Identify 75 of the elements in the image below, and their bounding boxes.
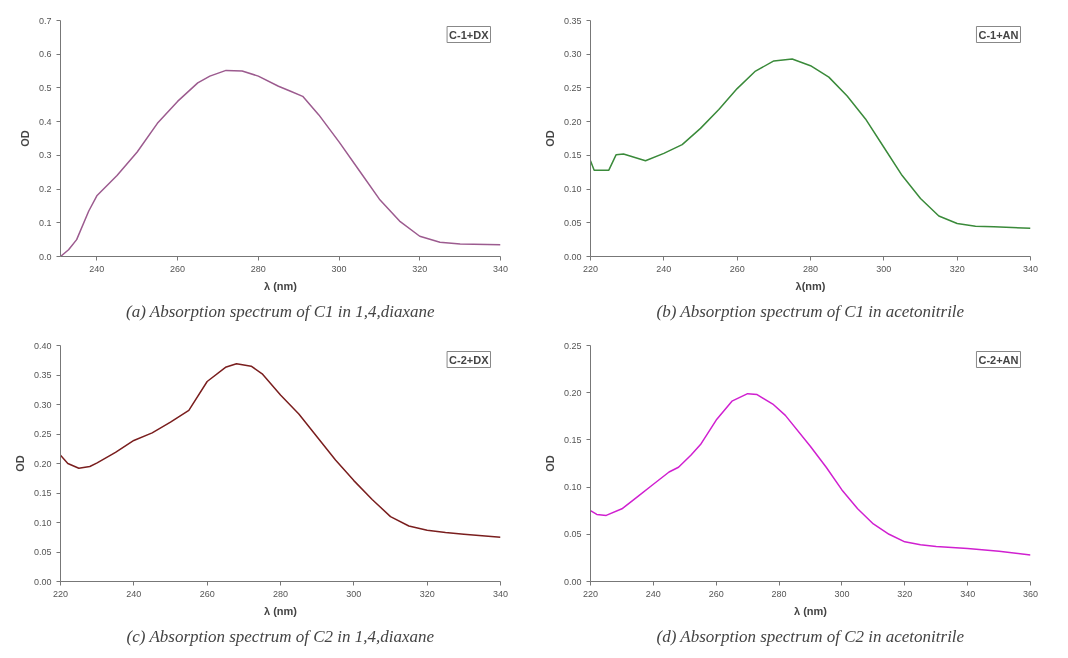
y-tick-label: 0.15 bbox=[563, 434, 582, 445]
annotation: C-2+AN bbox=[978, 353, 1019, 366]
y-tick-label: 0.1 bbox=[38, 217, 52, 228]
x-tick-label: 220 bbox=[582, 588, 599, 599]
y-tick-label: 0.00 bbox=[563, 576, 582, 587]
y-tick-label: 0.3 bbox=[38, 150, 52, 161]
y-tick-label: 0.25 bbox=[33, 429, 52, 439]
y-tick-label: 0.20 bbox=[33, 458, 52, 469]
y-tick-label: 0.05 bbox=[563, 217, 582, 228]
y-tick-label: 0.15 bbox=[563, 150, 582, 161]
annotation: C-1+AN bbox=[978, 28, 1019, 41]
y-tick-label: 0.7 bbox=[38, 15, 52, 26]
annotation: C-2+DX bbox=[449, 353, 490, 366]
text: (c) Absorption spectrum of C2 in 1,4,diaxane bbox=[126, 626, 435, 646]
x-tick-label: 320 bbox=[419, 588, 435, 599]
x-tick-label: 340 bbox=[492, 588, 509, 599]
y-axis-title: OD bbox=[18, 130, 31, 147]
y-tick-label: 0.20 bbox=[563, 387, 582, 398]
x-tick-label: 240 bbox=[89, 263, 105, 274]
y-axis-title: OD bbox=[13, 455, 26, 472]
y-tick-label: 0.10 bbox=[33, 517, 52, 528]
y-tick-label: 0.30 bbox=[563, 49, 582, 60]
x-tick-label: 240 bbox=[126, 588, 142, 599]
y-tick-label: 0.30 bbox=[33, 399, 52, 410]
x-tick-label: 240 bbox=[645, 588, 661, 599]
x-tick-label: 340 bbox=[1022, 263, 1039, 274]
x-tick-label: 300 bbox=[331, 263, 347, 274]
y-tick-label: 0.10 bbox=[563, 184, 582, 195]
x-tick-label: 280 bbox=[802, 263, 819, 274]
x-tick-label: 280 bbox=[272, 588, 289, 599]
x-tick-label: 260 bbox=[170, 263, 186, 274]
y-tick-label: 0.0 bbox=[38, 251, 52, 262]
x-tick-label: 300 bbox=[834, 588, 850, 599]
x-tick-label: 260 bbox=[199, 588, 215, 599]
x-axis-title: λ (nm) bbox=[794, 604, 828, 617]
y-tick-label: 0.6 bbox=[38, 49, 52, 60]
x-tick-label: 300 bbox=[346, 588, 362, 599]
y-tick-label: 0.25 bbox=[563, 82, 582, 93]
y-tick-label: 0.20 bbox=[563, 116, 582, 127]
y-tick-label: 0.35 bbox=[33, 370, 52, 380]
x-tick-label: 260 bbox=[708, 588, 724, 599]
y-tick-label: 0.05 bbox=[33, 547, 52, 557]
y-axis-title: OD bbox=[543, 130, 556, 147]
x-tick-label: 220 bbox=[582, 263, 599, 274]
x-tick-label: 240 bbox=[656, 263, 672, 274]
y-tick-label: 0.5 bbox=[38, 82, 52, 93]
y-tick-label: 0.4 bbox=[38, 116, 52, 127]
x-axis-title: λ (nm) bbox=[264, 279, 298, 292]
annotation: C-1+DX bbox=[449, 28, 490, 41]
y-tick-label: 0.35 bbox=[563, 15, 582, 26]
text: (b) Absorption spectrum of C1 in acetonitrile bbox=[656, 301, 965, 321]
y-tick-label: 0.2 bbox=[38, 184, 52, 195]
y-tick-label: 0.00 bbox=[33, 576, 52, 587]
x-tick-label: 320 bbox=[897, 588, 913, 599]
text: (d) Absorption spectrum of C2 in acetonitrile bbox=[656, 626, 965, 646]
y-tick-label: 0.05 bbox=[563, 529, 582, 540]
y-axis-title: OD bbox=[543, 455, 556, 472]
y-tick-label: 0.00 bbox=[563, 251, 582, 262]
x-tick-label: 360 bbox=[1022, 588, 1039, 599]
x-tick-label: 300 bbox=[876, 263, 892, 274]
y-tick-label: 0.10 bbox=[563, 482, 582, 493]
x-tick-label: 220 bbox=[52, 588, 69, 599]
x-tick-label: 260 bbox=[729, 263, 745, 274]
text: (a) Absorption spectrum of C1 in 1,4,diaxane bbox=[126, 301, 436, 321]
x-tick-label: 340 bbox=[492, 263, 509, 274]
x-tick-label: 280 bbox=[771, 588, 787, 599]
x-tick-label: 340 bbox=[960, 588, 976, 599]
x-tick-label: 320 bbox=[949, 263, 965, 274]
y-tick-label: 0.15 bbox=[33, 488, 52, 498]
x-axis-title: λ(nm) bbox=[795, 279, 826, 292]
x-tick-label: 280 bbox=[250, 263, 266, 274]
y-tick-label: 0.25 bbox=[563, 340, 582, 351]
y-tick-label: 0.40 bbox=[33, 340, 52, 351]
x-axis-title: λ (nm) bbox=[264, 604, 298, 617]
x-tick-label: 320 bbox=[412, 263, 428, 274]
